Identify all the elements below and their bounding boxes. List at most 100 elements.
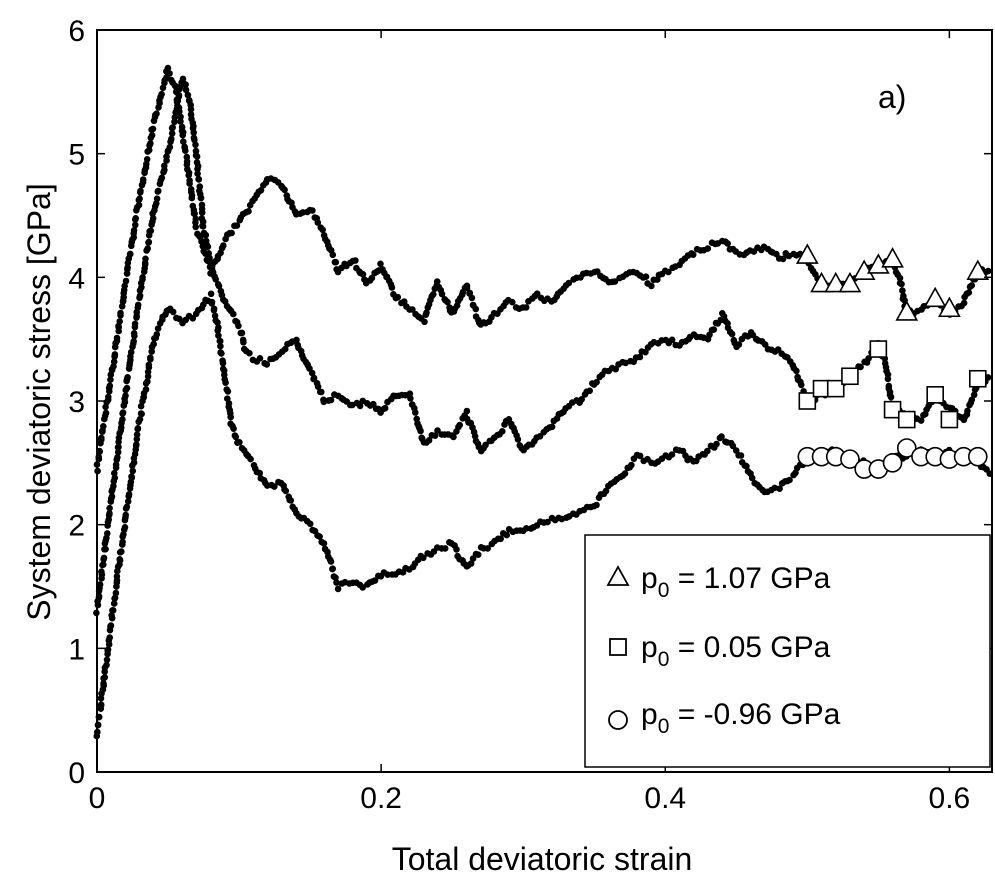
data-point: [737, 452, 745, 459]
data-point: [194, 170, 201, 177]
data-point: [779, 255, 787, 263]
triangle-marker: [966, 259, 990, 280]
data-point: [425, 437, 433, 444]
data-point: [100, 680, 107, 687]
data-point: [230, 425, 237, 433]
data-point: [116, 556, 123, 563]
data-point: [179, 131, 186, 139]
data-point: [438, 290, 446, 298]
data-point: [182, 86, 190, 94]
data-point: [166, 70, 173, 77]
data-point: [101, 674, 109, 681]
data-point: [142, 386, 150, 393]
data-point: [235, 322, 242, 330]
data-point: [710, 326, 718, 333]
data-point: [964, 407, 971, 415]
triangle-marker: [824, 271, 848, 293]
data-point: [245, 208, 252, 215]
data-point: [138, 410, 145, 418]
data-point: [147, 140, 154, 147]
data-point: [154, 325, 162, 332]
data-point: [210, 307, 218, 314]
legend-entry-3-subscript: 0: [658, 715, 670, 738]
y-tick-label: 3: [68, 386, 85, 419]
data-point: [743, 462, 750, 470]
data-point: [314, 383, 322, 391]
data-point: [177, 113, 184, 121]
data-point: [215, 282, 223, 290]
legend-box: [584, 534, 991, 768]
data-point: [611, 278, 619, 285]
x-tick-label: 0: [89, 782, 106, 815]
data-point: [332, 258, 340, 266]
data-point: [190, 129, 197, 136]
square-marker: [926, 386, 944, 404]
data-point: [306, 520, 314, 528]
data-point: [161, 162, 168, 170]
data-point: [319, 226, 327, 234]
data-point: [965, 289, 973, 296]
data-point: [122, 511, 129, 519]
data-point: [468, 294, 476, 302]
data-point: [184, 91, 192, 99]
data-point: [533, 290, 541, 298]
data-point: [356, 402, 364, 410]
data-point: [106, 634, 113, 641]
data-point: [329, 565, 337, 572]
data-point: [133, 441, 140, 448]
data-point: [857, 363, 864, 371]
data-point: [316, 533, 323, 540]
data-point: [100, 423, 107, 430]
data-point: [113, 573, 121, 580]
data-point: [130, 227, 138, 234]
data-point: [327, 558, 335, 565]
data-point: [220, 242, 227, 249]
data-point: [100, 554, 108, 562]
data-point: [984, 267, 992, 275]
data-point: [412, 409, 419, 416]
circle-marker: [882, 453, 903, 473]
data-point: [136, 415, 144, 423]
data-point: [145, 146, 153, 154]
square-marker: [826, 379, 845, 398]
data-point: [106, 510, 113, 517]
data-point: [102, 409, 110, 417]
data-point: [108, 493, 116, 500]
data-point: [240, 339, 247, 346]
data-point: [136, 195, 143, 202]
data-point: [104, 646, 112, 653]
data-point: [565, 279, 573, 287]
data-point: [793, 367, 800, 375]
data-point: [407, 395, 414, 402]
data-point: [281, 345, 289, 353]
data-point: [463, 407, 471, 415]
data-point: [137, 402, 145, 410]
data-point: [100, 561, 107, 568]
data-point: [148, 132, 156, 139]
data-point: [109, 607, 117, 614]
data-point: [180, 138, 187, 145]
data-point: [106, 382, 114, 390]
data-point: [208, 300, 216, 307]
data-point: [98, 568, 105, 575]
data-point: [472, 305, 480, 313]
data-point: [898, 280, 905, 288]
data-point: [441, 545, 449, 552]
data-point: [207, 290, 215, 298]
triangle-marker: [795, 243, 819, 264]
data-point: [314, 219, 322, 226]
legend: p0 = 1.07 GPa p0 = 0.05 GPa p0 = -0.96 G…: [584, 534, 991, 768]
data-point: [134, 301, 142, 309]
data-point: [107, 376, 114, 384]
data-point: [453, 546, 460, 553]
data-point: [97, 701, 105, 708]
data-point: [189, 315, 197, 322]
data-point: [334, 585, 342, 593]
data-point: [509, 298, 516, 306]
data-point: [394, 293, 402, 301]
data-point: [310, 374, 318, 382]
data-point: [377, 260, 384, 268]
data-point: [224, 388, 232, 395]
data-point: [139, 274, 146, 281]
circle-marker: [896, 438, 917, 458]
